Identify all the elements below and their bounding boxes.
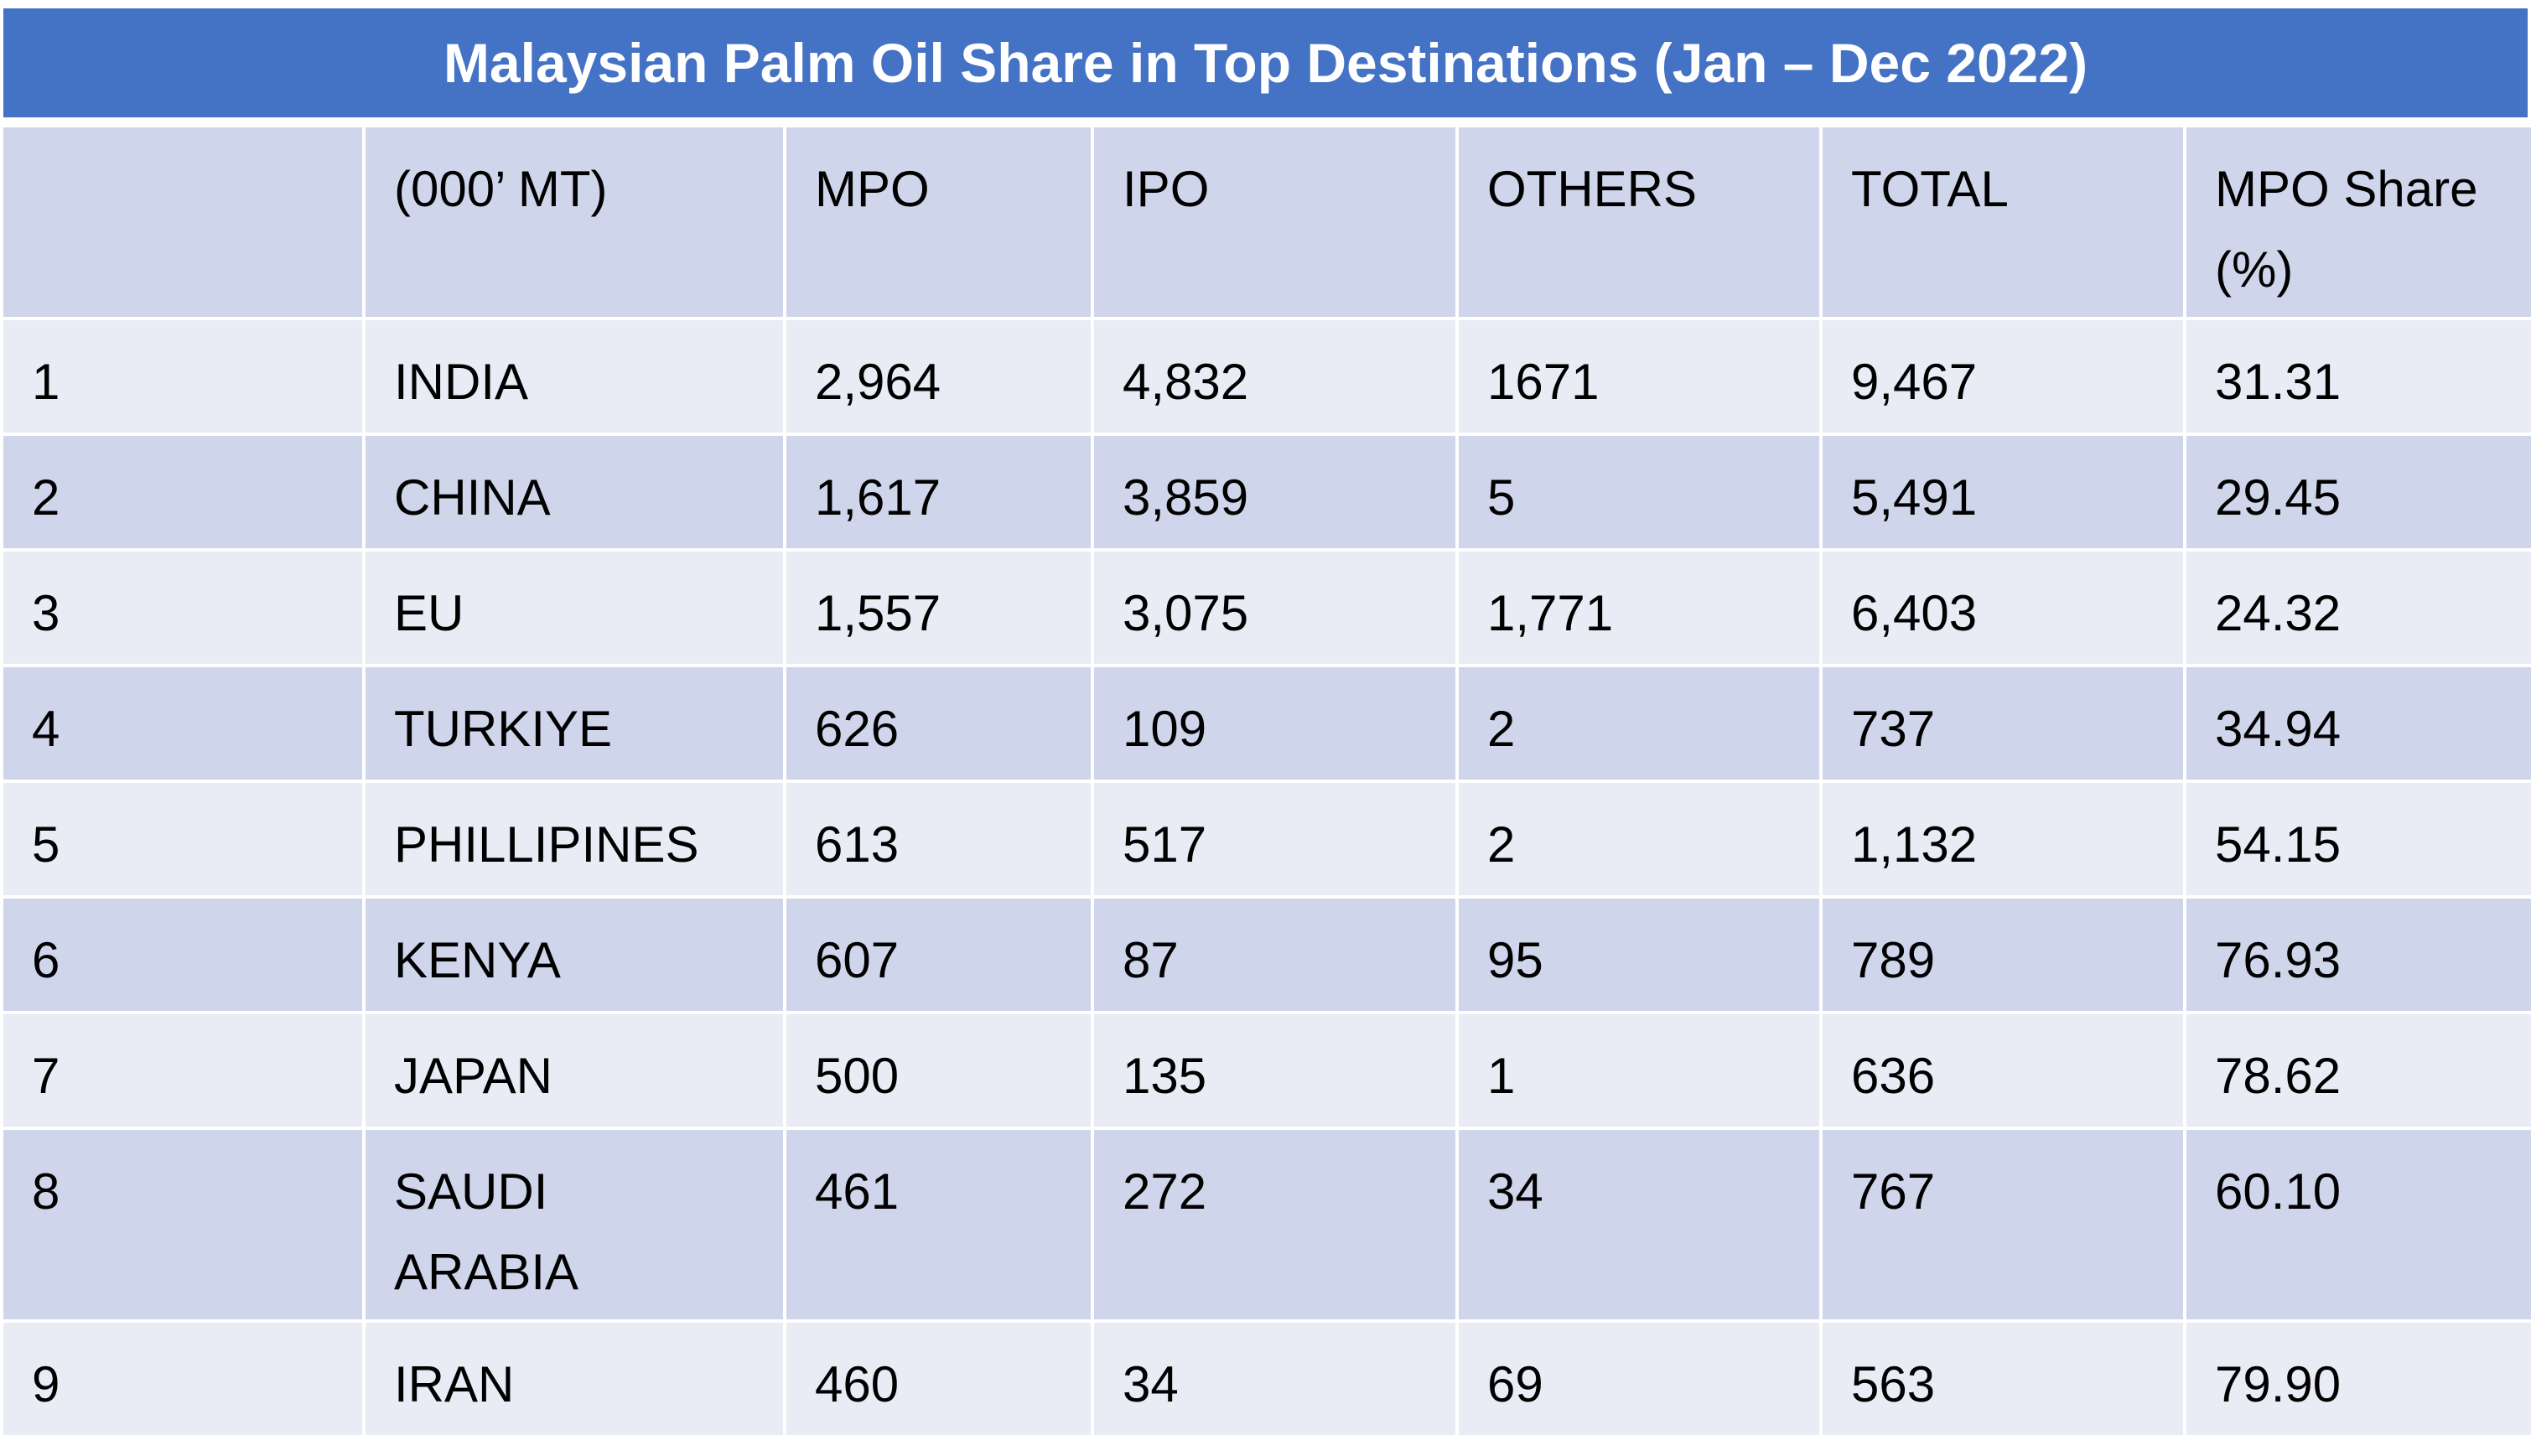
table-cell: 29.45 — [2186, 436, 2531, 548]
table-cell: 1,557 — [786, 552, 1091, 664]
table-cell: 563 — [1823, 1323, 2183, 1435]
table-cell: 500 — [786, 1014, 1091, 1127]
header-cell: IPO — [1094, 127, 1455, 317]
table-cell: 1,132 — [1823, 783, 2183, 895]
data-table: (000’ MT) MPO IPO OTHERS TOTAL MPO Share (%) 1… — [0, 124, 2531, 1438]
table-cell: 78.62 — [2186, 1014, 2531, 1127]
table-row: 1 INDIA 2,964 4,832 1671 9,467 31.31 — [3, 320, 2531, 433]
table-cell: 636 — [1823, 1014, 2183, 1127]
header-cell-blank — [3, 127, 362, 317]
table-cell: 6 — [3, 899, 362, 1011]
table-cell: 79.90 — [2186, 1323, 2531, 1435]
table-row: 8 SAUDI ARABIA 461 272 34 767 60.10 — [3, 1130, 2531, 1319]
header-cell: (000’ MT) — [366, 127, 783, 317]
table-cell: 5 — [3, 783, 362, 895]
table-cell: 461 — [786, 1130, 1091, 1319]
table-cell: 1671 — [1459, 320, 1819, 433]
table-row: 4 TURKIYE 626 109 2 737 34.94 — [3, 667, 2531, 780]
table-cell: 5 — [1459, 436, 1819, 548]
table-cell: 7 — [3, 1014, 362, 1127]
header-row: (000’ MT) MPO IPO OTHERS TOTAL MPO Share (%) — [3, 127, 2531, 317]
table-cell: 69 — [1459, 1323, 1819, 1435]
table-row: 5 PHILLIPINES 613 517 2 1,132 54.15 — [3, 783, 2531, 895]
table-cell: 789 — [1823, 899, 2183, 1011]
table-row: 6 KENYA 607 87 95 789 76.93 — [3, 899, 2531, 1011]
table-cell: INDIA — [366, 320, 783, 433]
table-cell: 4,832 — [1094, 320, 1455, 433]
table-cell: 1,617 — [786, 436, 1091, 548]
table-cell: 4 — [3, 667, 362, 780]
table-cell: 34.94 — [2186, 667, 2531, 780]
table-cell: 2,964 — [786, 320, 1091, 433]
table-cell: 2 — [3, 436, 362, 548]
table-cell: 3,859 — [1094, 436, 1455, 548]
table-cell: 54.15 — [2186, 783, 2531, 895]
table-row: 3 EU 1,557 3,075 1,771 6,403 24.32 — [3, 552, 2531, 664]
table-cell: 9 — [3, 1323, 362, 1435]
table-cell: 31.31 — [2186, 320, 2531, 433]
table-cell: SAUDI ARABIA — [366, 1130, 783, 1319]
table-cell: 737 — [1823, 667, 2183, 780]
table-cell: 517 — [1094, 783, 1455, 895]
header-cell: OTHERS — [1459, 127, 1819, 317]
table-cell: 60.10 — [2186, 1130, 2531, 1319]
table-cell: 6,403 — [1823, 552, 2183, 664]
table-cell: 24.32 — [2186, 552, 2531, 664]
table-cell: JAPAN — [366, 1014, 783, 1127]
header-cell: MPO Share (%) — [2186, 127, 2531, 317]
table-cell: TURKIYE — [366, 667, 783, 780]
table-row: 9 IRAN 460 34 69 563 79.90 — [3, 1323, 2531, 1435]
table-cell: 1,771 — [1459, 552, 1819, 664]
table-row: 7 JAPAN 500 135 1 636 78.62 — [3, 1014, 2531, 1127]
table-cell: 460 — [786, 1323, 1091, 1435]
table-cell: 34 — [1094, 1323, 1455, 1435]
table-cell: 2 — [1459, 667, 1819, 780]
table-cell: 3,075 — [1094, 552, 1455, 664]
table-cell: 87 — [1094, 899, 1455, 1011]
table-cell: 109 — [1094, 667, 1455, 780]
table-cell: PHILLIPINES — [366, 783, 783, 895]
table-cell: 34 — [1459, 1130, 1819, 1319]
table-cell: 9,467 — [1823, 320, 2183, 433]
table-cell: 76.93 — [2186, 899, 2531, 1011]
table-cell: 1 — [1459, 1014, 1819, 1127]
table-cell: 272 — [1094, 1130, 1455, 1319]
header-cell: MPO — [786, 127, 1091, 317]
table-cell: 5,491 — [1823, 436, 2183, 548]
table-cell: KENYA — [366, 899, 783, 1011]
table-cell: 2 — [1459, 783, 1819, 895]
header-cell: TOTAL — [1823, 127, 2183, 317]
table-cell: 626 — [786, 667, 1091, 780]
table-cell: 613 — [786, 783, 1091, 895]
table-cell: 135 — [1094, 1014, 1455, 1127]
table-row: 2 CHINA 1,617 3,859 5 5,491 29.45 — [3, 436, 2531, 548]
table-cell: 8 — [3, 1130, 362, 1319]
table-cell: 607 — [786, 899, 1091, 1011]
table-cell: CHINA — [366, 436, 783, 548]
table-cell: 3 — [3, 552, 362, 664]
table-cell: 95 — [1459, 899, 1819, 1011]
table-cell: EU — [366, 552, 783, 664]
table-cell: 1 — [3, 320, 362, 433]
table-title: Malaysian Palm Oil Share in Top Destinat… — [3, 8, 2528, 117]
table-cell: 767 — [1823, 1130, 2183, 1319]
table-cell: IRAN — [366, 1323, 783, 1435]
